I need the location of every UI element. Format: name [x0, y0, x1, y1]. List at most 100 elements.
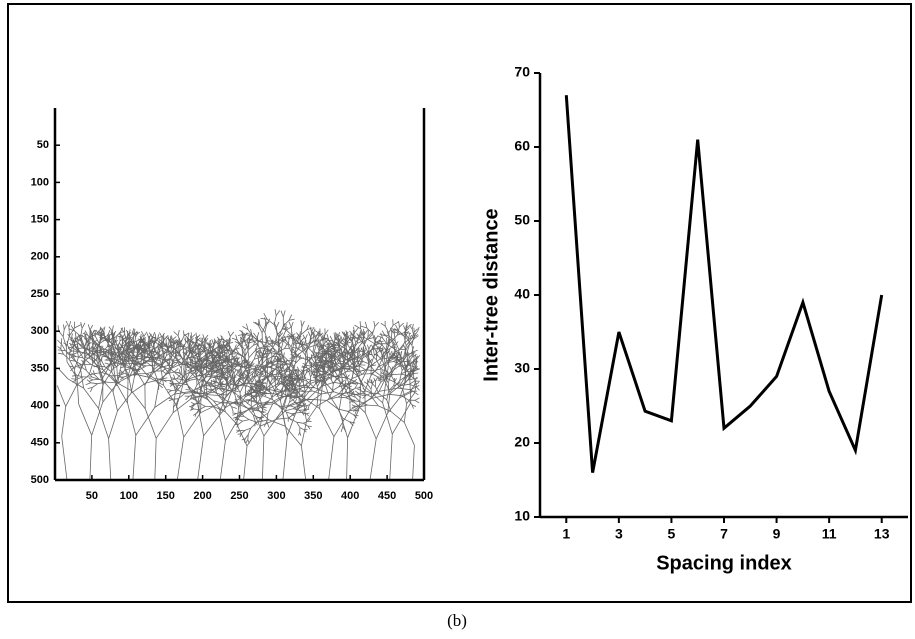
branch [360, 383, 361, 408]
branch [339, 410, 348, 438]
branch [325, 330, 328, 335]
branch [398, 388, 411, 390]
branch [109, 439, 111, 480]
branch [173, 399, 179, 400]
x-tick-label: 150 [157, 490, 175, 502]
branch [317, 392, 318, 407]
branch [203, 334, 205, 340]
branch [389, 394, 401, 395]
branch [230, 332, 234, 336]
branch [373, 349, 374, 356]
branch [364, 382, 368, 384]
branch [198, 436, 204, 480]
branch [62, 406, 66, 436]
branch [172, 390, 178, 391]
branch [66, 347, 67, 362]
branch [232, 413, 236, 414]
branch [90, 325, 93, 330]
y-tick-label: 100 [31, 176, 49, 188]
branch [365, 413, 376, 439]
branch [117, 367, 118, 378]
branch [237, 424, 247, 446]
branch [63, 337, 66, 347]
branch [376, 413, 388, 439]
data-line [566, 95, 881, 472]
branch [113, 392, 118, 411]
branch [218, 339, 219, 343]
branch [355, 328, 359, 333]
branch [266, 341, 272, 342]
branch [263, 393, 272, 394]
branch [234, 370, 236, 374]
branch [109, 411, 118, 439]
y-tick-label: 50 [514, 212, 530, 228]
branch [360, 366, 366, 370]
branch [371, 364, 372, 376]
branch [191, 402, 194, 404]
branch [174, 368, 178, 372]
branch [301, 446, 305, 480]
branch [371, 384, 372, 389]
branch [59, 369, 68, 379]
branch [162, 371, 166, 374]
x-tick-label: 300 [267, 490, 285, 502]
x-tick-label: 7 [720, 526, 728, 542]
branch [128, 403, 136, 435]
branch [146, 365, 157, 366]
branch [311, 380, 318, 381]
branch [281, 342, 283, 348]
branch [92, 384, 97, 388]
branch [183, 348, 184, 357]
branch [190, 379, 197, 380]
y-tick-label: 20 [514, 434, 530, 450]
x-tick-label: 13 [874, 526, 890, 542]
branch [64, 325, 66, 330]
branch [184, 413, 201, 438]
branch [153, 332, 155, 337]
branch [66, 321, 69, 327]
branch [347, 438, 348, 480]
branch [352, 405, 356, 407]
branch [217, 374, 218, 378]
branch [131, 391, 145, 409]
branch [178, 330, 179, 336]
branch [66, 386, 77, 407]
branch [302, 321, 305, 327]
branch [303, 421, 308, 423]
branch [287, 330, 292, 335]
branch [102, 361, 105, 367]
branch [374, 347, 377, 352]
x-tick-label: 50 [86, 490, 98, 502]
branch [69, 321, 71, 327]
y-axis-label: Inter-tree distance [480, 208, 502, 381]
branch [116, 383, 128, 403]
branch [155, 438, 156, 480]
branch [258, 325, 262, 332]
y-tick-label: 10 [514, 508, 530, 524]
branch [167, 389, 171, 390]
branch [389, 386, 394, 391]
branch [266, 341, 267, 347]
branch [276, 311, 280, 316]
x-tick-label: 350 [304, 490, 322, 502]
branch [388, 383, 389, 391]
y-tick-label: 200 [31, 251, 49, 263]
branch [192, 334, 196, 338]
branch [361, 326, 367, 328]
branch [172, 337, 176, 341]
branch [404, 422, 414, 445]
branch [308, 332, 310, 337]
branch [415, 377, 417, 381]
branch [373, 327, 375, 334]
branch [239, 421, 243, 424]
branch [277, 322, 280, 327]
branch [301, 327, 302, 335]
branch [62, 344, 66, 351]
branch [173, 383, 179, 384]
branch [300, 338, 304, 342]
branch [144, 332, 147, 336]
branch [241, 357, 242, 362]
x-tick-label: 5 [668, 526, 676, 542]
branch [128, 375, 131, 391]
